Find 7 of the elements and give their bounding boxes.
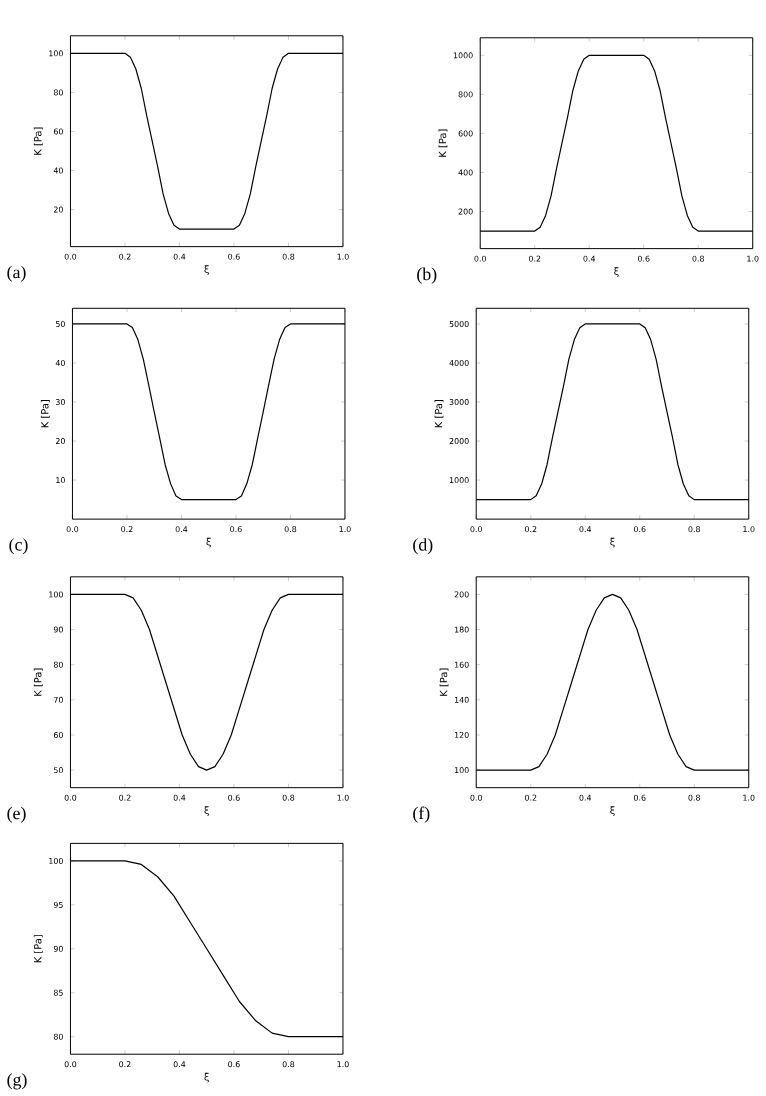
- text: (d): [413, 538, 433, 555]
- text: (a): [7, 265, 26, 282]
- text: (c): [9, 538, 28, 555]
- text: (b): [417, 267, 437, 284]
- text: (f): [413, 806, 430, 823]
- text: (e): [7, 806, 26, 823]
- text: (g): [7, 1073, 27, 1090]
